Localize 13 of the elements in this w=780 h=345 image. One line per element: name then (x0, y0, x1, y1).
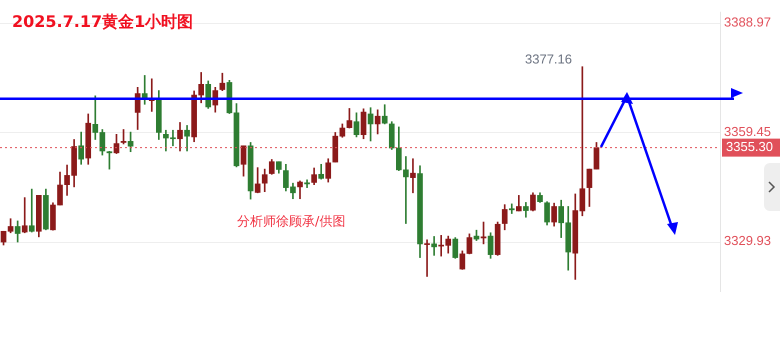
y-tick-label: 3359.45 (724, 124, 771, 139)
candlestick (410, 158, 416, 194)
candlestick (424, 239, 430, 277)
candlestick (480, 222, 486, 244)
candlestick (120, 129, 126, 144)
ref-line-label: 3355.30 (726, 139, 773, 154)
annotation: 分析师徐顾承/供图 (237, 214, 346, 230)
annotation: 3377.16 (525, 52, 572, 67)
y-tick-label: 3388.97 (724, 14, 771, 30)
y-tick-label: 3329.93 (724, 233, 771, 248)
candlestick (304, 180, 310, 188)
candlestick (184, 125, 190, 152)
chart-title: 2025.7.17黄金1小时图 (12, 12, 194, 33)
